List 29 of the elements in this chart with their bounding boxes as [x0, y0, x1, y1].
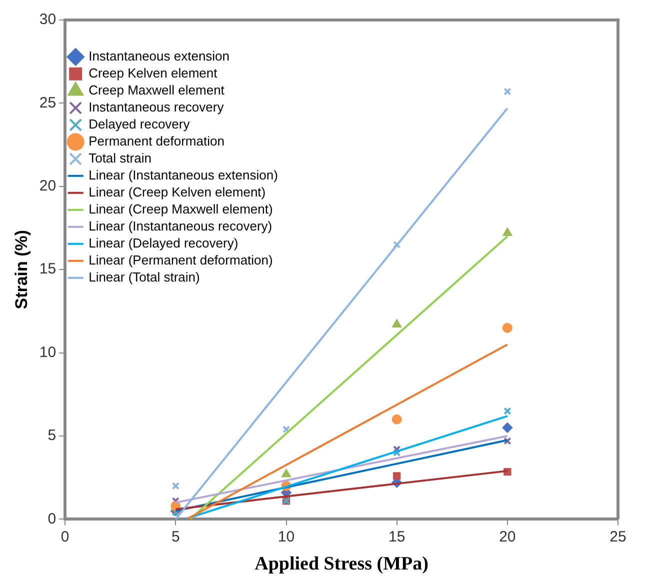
legend-label: Linear (Delayed recovery)	[88, 235, 238, 250]
y-tick-label: 30	[39, 11, 56, 28]
y-tick-label: 20	[39, 178, 56, 195]
y-tick-label: 5	[48, 427, 56, 444]
legend-label: Linear (Creep Kelven element)	[88, 184, 266, 200]
legend-label: Creep Kelven element	[88, 65, 218, 80]
y-tick-label: 25	[39, 94, 56, 112]
legend-label: Permanent deformation	[88, 133, 224, 148]
y-axis-title: Strain (%)	[12, 230, 31, 310]
legend-label: Linear (Instantaneous recovery)	[88, 218, 272, 234]
legend-label: Linear (Creep Maxwell element)	[88, 201, 273, 216]
x-tick-label: 5	[171, 528, 180, 546]
legend-label: Linear (Permanent deformation)	[88, 252, 273, 268]
legend-label: Linear (Total strain)	[88, 269, 200, 284]
y-tick-label: 0	[48, 510, 56, 528]
legend-label: Instantaneous recovery	[88, 99, 224, 114]
legend-label: Instantaneous extension	[88, 48, 230, 64]
x-tick-label: 10	[278, 528, 295, 546]
legend-label: Creep Maxwell element	[88, 82, 225, 98]
x-tick-label: 25	[610, 528, 626, 546]
legend-label: Total strain	[88, 150, 152, 166]
legend-label: Linear (Instantaneous extension)	[88, 167, 278, 182]
x-tick-label: 15	[388, 528, 406, 546]
y-tick-label: 15	[39, 260, 56, 278]
x-tick-label: 20	[499, 528, 516, 546]
x-tick-label: 0	[60, 528, 70, 546]
y-tick-label: 10	[39, 344, 56, 361]
x-axis-title: Applied Stress (MPa)	[254, 554, 428, 575]
legend-label: Delayed recovery	[88, 116, 190, 132]
